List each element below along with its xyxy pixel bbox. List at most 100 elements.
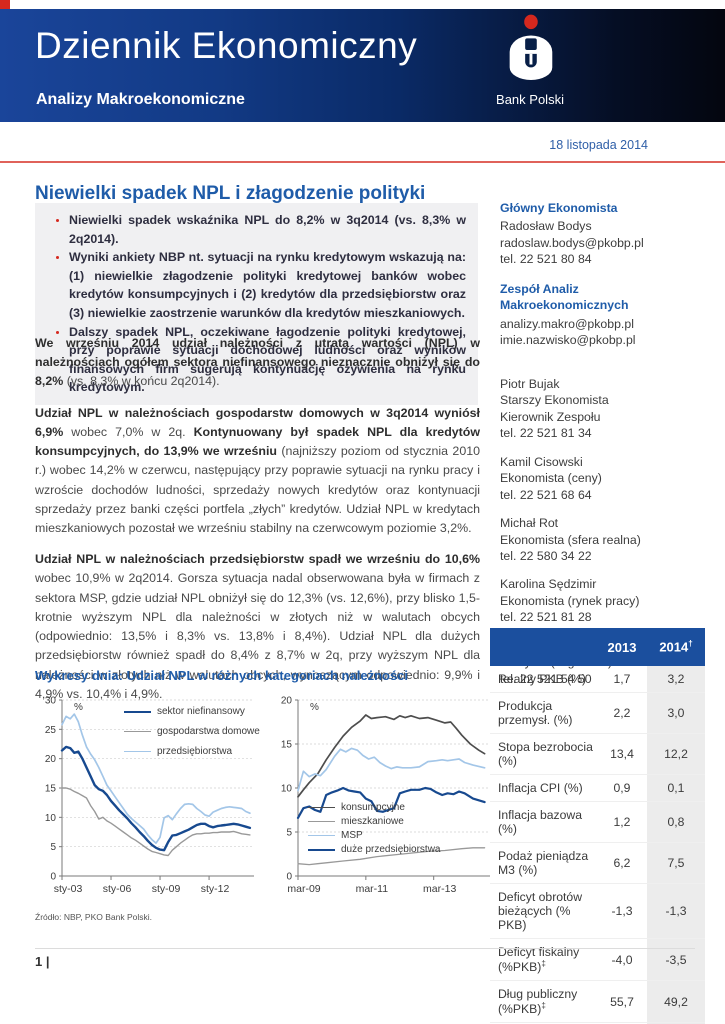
chief-economist-heading: Główny Ekonomista <box>500 201 618 215</box>
row-label: Podaż pieniądza M3 (%) <box>490 842 597 884</box>
member-phone: tel. 22 521 68 64 <box>500 487 592 502</box>
member-phone: tel. 22 521 81 28 <box>500 610 592 625</box>
member-phone: tel. 22 521 81 34 <box>500 426 592 441</box>
team-member: Michał Rot Ekonomista (sfera realna) tel. … <box>500 515 696 564</box>
team-member: Piotr Bujak Starszy Ekonomista Kierownik Z… <box>500 376 696 442</box>
member-role: Ekonomista (sfera realna) <box>500 532 641 547</box>
regular-text: (najniższy poziom od stycznia 2010 r.) w… <box>35 444 480 535</box>
chart-svg: 0 5 10 15 20 mar-09 mar-11 mar-13% <box>281 696 490 895</box>
member-role: Ekonomista (ceny) <box>500 471 602 486</box>
series-line <box>297 847 486 866</box>
value-2013: 1,7 <box>597 666 647 693</box>
report-title: Dziennik Ekonomiczny <box>35 25 418 66</box>
chart-npl-sectors: 0 5 10 15 20 25 30 sty-03 sty-06 sty-09 sty-12% sek… <box>30 690 260 908</box>
regular-text: (vs. 8,3% w końcu 2q2014). <box>66 374 220 389</box>
series-line <box>61 787 251 857</box>
table-row: Realny PKB (%) 1,7 3,2 <box>490 666 705 693</box>
chart-svg: 0 5 10 15 20 25 30 sty-03 sty-06 sty-09 sty-12% <box>45 696 254 895</box>
value-2014: -1,3 <box>647 883 705 939</box>
svg-text:20: 20 <box>281 696 293 707</box>
legend-swatch <box>124 731 151 732</box>
member-role: Kierownik Zespołu <box>500 409 601 424</box>
row-label: Deficyt fiskalny (%PKB)‡ <box>490 938 597 982</box>
svg-text:20: 20 <box>45 754 57 765</box>
row-label: Deficyt obrotów bieżących (% PKB) <box>490 883 597 939</box>
chart-legend: konsumpcyjne mieszkaniowe MSP duże przedsię… <box>308 802 441 855</box>
issue-date: 18 listopada 2014 <box>549 138 648 152</box>
svg-text:0: 0 <box>50 872 56 883</box>
table-header-2014: 2014† <box>647 628 705 666</box>
legend-label: mieszkaniowe <box>341 816 404 827</box>
svg-text:5: 5 <box>286 828 292 839</box>
member-name: Piotr Bujak <box>500 376 560 391</box>
report-subtitle: Analizy Makroekonomiczne <box>36 91 245 108</box>
series-line <box>297 747 486 792</box>
legend-item: MSP <box>308 830 441 841</box>
series-line <box>297 714 486 798</box>
value-2014: -3,5 <box>647 938 705 982</box>
paragraphs: We wrześniu 2014 udział należności z utr… <box>35 334 480 716</box>
team-emails: analizy.makro@pkobp.pl imie.nazwisko@pkob… <box>500 316 696 349</box>
member-name: Michał Rot <box>500 516 559 531</box>
chief-economist-email[interactable]: radoslaw.bodys@pkobp.pl <box>500 235 644 250</box>
member-phone: tel. 22 580 34 22 <box>500 548 592 563</box>
member-role: Starszy Ekonomista <box>500 393 609 408</box>
value-2013: 55,7 <box>597 980 647 1024</box>
bullet-item: Niewielki spadek wskaźnika NPL do 8,2% w… <box>69 211 466 248</box>
member-name: Karolina Sędzimir <box>500 577 597 592</box>
svg-text:sty-03: sty-03 <box>54 883 83 895</box>
table-header-2013: 2013 <box>597 628 647 666</box>
legend-swatch <box>124 751 151 752</box>
svg-text:%: % <box>74 702 83 713</box>
svg-text:sty-12: sty-12 <box>201 883 230 895</box>
value-2014: 49,2 <box>647 980 705 1024</box>
svg-text:10: 10 <box>45 813 57 824</box>
bold-text: Kontynuowany był spadek NPL dla kredytów… <box>35 424 480 459</box>
chart-legend: sektor niefinansowy gospodarstwa domowe pr… <box>124 706 260 757</box>
forecast-table: 2013 2014† Realny PKB (%) 1,7 3,2 Produkcja… <box>490 628 705 1024</box>
team-email[interactable]: analizy.makro@pkobp.pl <box>500 316 634 331</box>
legend-label: duże przedsiębiorstwa <box>341 844 441 855</box>
value-2014: 7,5 <box>647 842 705 884</box>
team-email[interactable]: imie.nazwisko@pkobp.pl <box>500 333 636 348</box>
value-2013: -4,0 <box>597 938 647 982</box>
value-2013: 6,2 <box>597 842 647 884</box>
svg-text:mar-09: mar-09 <box>287 883 320 895</box>
bold-text: We wrześniu 2014 udział należności z utr… <box>35 336 480 389</box>
svg-text:10: 10 <box>281 784 293 795</box>
table-header-empty <box>490 628 597 666</box>
row-label: Dług publiczny (%PKB)‡ <box>490 980 597 1024</box>
regular-text: wobec 7,0% w 2q. <box>71 424 194 439</box>
body-paragraph: We wrześniu 2014 udział należności z utr… <box>35 334 480 392</box>
value-2014: 3,2 <box>647 666 705 693</box>
chart-source-note: Źródło: NBP, PKO Bank Polski. <box>35 912 153 922</box>
legend-swatch <box>308 835 335 836</box>
table-row: Podaż pieniądza M3 (%) 6,2 7,5 <box>490 842 705 884</box>
red-divider <box>0 161 725 163</box>
svg-text:sty-09: sty-09 <box>152 883 181 895</box>
legend-label: przedsiębiorstwa <box>157 746 233 757</box>
value-2014: 0,1 <box>647 774 705 802</box>
chief-economist-block: Główny Ekonomista Radosław Bodys radosla… <box>500 200 696 268</box>
team-member: Kamil Cisowski Ekonomista (ceny) tel. 22 5… <box>500 454 696 503</box>
svg-text:mar-13: mar-13 <box>423 883 456 895</box>
bullet-list: Niewielki spadek wskaźnika NPL do 8,2% w… <box>41 211 466 397</box>
series-line <box>296 786 486 820</box>
team-member: Karolina Sędzimir Ekonomista (rynek pracy… <box>500 576 696 625</box>
legend-item: gospodarstwa domowe <box>124 726 260 737</box>
value-2014: 12,2 <box>647 733 705 775</box>
table-header-row: 2013 2014† <box>490 628 705 666</box>
table-row: Dług publiczny (%PKB)‡ 55,7 49,2 <box>490 980 705 1024</box>
body-paragraph: Udział NPL w należnościach gospodarstw d… <box>35 404 480 539</box>
svg-text:15: 15 <box>281 740 293 751</box>
value-2014: 1,75-2,00 <box>647 1022 705 1024</box>
svg-text:30: 30 <box>45 696 57 707</box>
table-row: Deficyt obrotów bieżących (% PKB) -1,3 -1,… <box>490 883 705 939</box>
table-row: Deficyt fiskalny (%PKB)‡ -4,0 -3,5 <box>490 938 705 982</box>
table-row: Produkcja przemysł. (%) 2,2 3,0 <box>490 692 705 734</box>
summary-box: Niewielki spadek wskaźnika NPL do 8,2% w… <box>35 203 478 406</box>
svg-text:mar-11: mar-11 <box>356 883 389 895</box>
value-2013: 13,4 <box>597 733 647 775</box>
row-label: Realny PKB (%) <box>490 666 597 693</box>
